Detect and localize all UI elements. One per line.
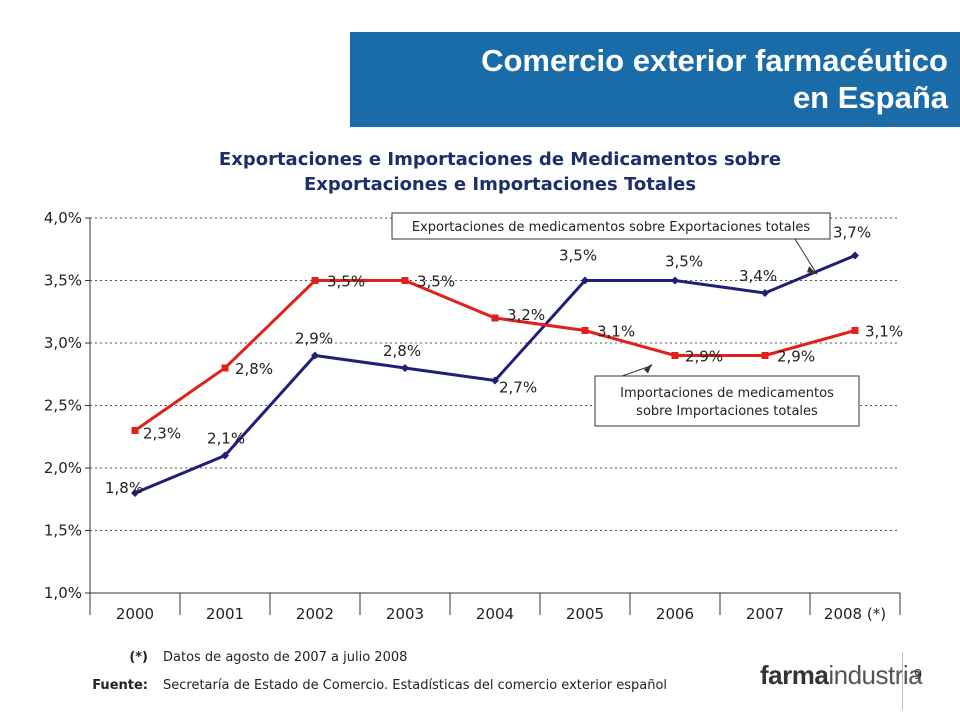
data-label: 3,5% [327,273,365,291]
data-point [131,427,139,434]
y-tick-label: 4,0% [44,209,82,227]
data-label: 2,3% [143,425,181,443]
data-point [131,489,139,497]
callout-box-imports [594,375,860,427]
data-point [851,251,859,260]
logo-part2: industria [828,660,923,690]
data-label: 2,9% [295,330,333,348]
note-text: Datos de agosto de 2007 a julio 2008 [163,650,408,665]
data-point [401,364,409,372]
logo-part1: farma [760,660,829,690]
data-point [761,289,769,297]
y-tick-label: 3,0% [44,334,82,352]
y-tick-label: 1,5% [44,522,82,540]
x-tick-label: 2000 [116,605,154,623]
data-point [581,327,589,334]
note-label: (*) [129,650,148,665]
callout-arrow-exports [807,266,817,275]
data-label: 3,2% [507,306,545,324]
source-label: Fuente: [92,678,148,693]
data-label: 3,5% [417,273,455,291]
callout-arrow-imports [644,363,652,374]
x-tick-label: 2007 [746,605,784,623]
data-point [671,276,679,285]
x-tick-label: 2004 [476,605,514,623]
footer-divider [902,652,903,710]
header-title-line2: en España [792,80,948,115]
callout-text-exports: Exportaciones de medicamentos sobre Expo… [412,220,811,235]
y-tick-label: 2,0% [44,459,82,477]
data-point [761,352,769,359]
chart-title-line2: Exportaciones e Importaciones Totales [303,174,697,195]
callout-text-imports-line1: Importaciones de medicamentos [620,386,834,401]
x-tick-label: 2003 [386,605,424,623]
data-point [671,352,679,359]
callout-leader-exports [794,238,818,275]
data-label: 3,1% [597,323,635,341]
data-label: 2,8% [383,342,421,360]
data-label: 3,1% [865,323,903,341]
data-point [401,277,409,284]
data-label: 3,5% [559,247,597,265]
data-point [491,314,499,322]
data-label: 1,8% [105,479,143,497]
x-tick-label: 2008 (*) [824,605,886,623]
y-tick-label: 3,5% [44,272,82,290]
data-point [311,277,319,284]
callout-text-imports-line2: sobre Importaciones totales [636,404,818,419]
data-label: 3,5% [665,253,703,271]
data-point [311,351,319,360]
y-tick-label: 1,0% [44,584,82,602]
page-number: 9 [914,668,923,683]
data-label: 3,7% [833,224,871,242]
header-title-line1: Comercio exterior farmacéutico [481,43,948,78]
data-label: 2,8% [235,360,273,378]
x-tick-label: 2001 [206,605,244,623]
data-label: 2,7% [499,379,537,397]
x-tick-label: 2006 [656,605,694,623]
chart-title-line1: Exportaciones e Importaciones de Medicam… [218,149,782,170]
data-label: 2,9% [777,348,815,366]
data-point [581,276,589,285]
callout-box-exports [391,212,831,240]
farmaindustria-logo: farmaindustria [760,660,923,691]
chart-title: Exportaciones e Importaciones de Medicam… [0,147,960,197]
data-label: 3,4% [739,267,777,285]
y-tick-label: 2,5% [44,397,82,415]
source-text: Secretaría de Estado de Comercio. Estadí… [163,678,668,693]
data-point [221,451,229,460]
data-point [221,364,229,372]
header-banner: Comercio exterior farmacéutico en España [350,32,960,127]
data-point [851,327,859,334]
x-tick-label: 2002 [296,605,334,623]
data-label: 2,1% [207,430,245,448]
x-tick-label: 2005 [566,605,604,623]
data-label: 2,9% [685,348,723,366]
data-point [491,376,499,385]
